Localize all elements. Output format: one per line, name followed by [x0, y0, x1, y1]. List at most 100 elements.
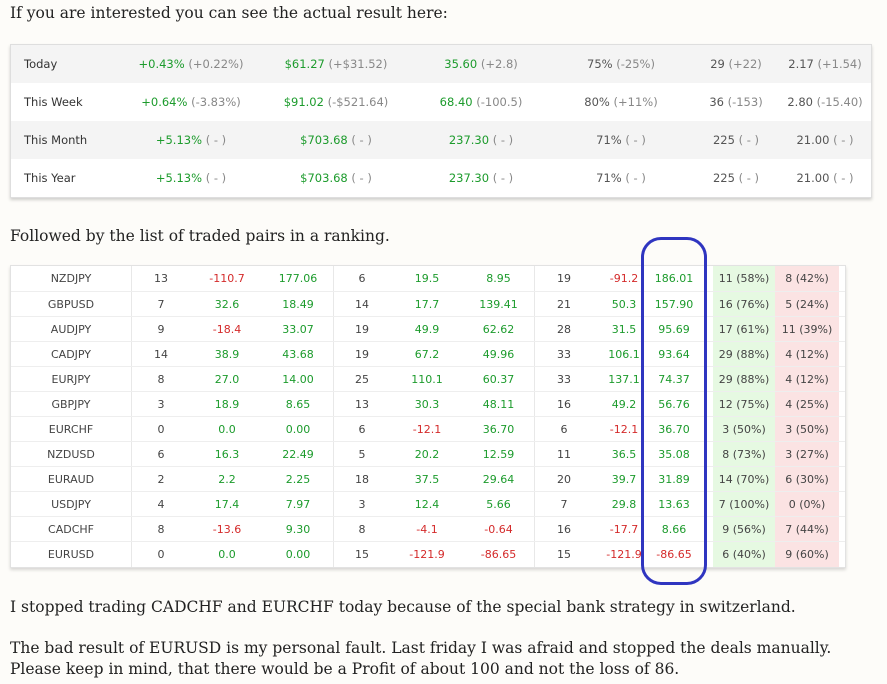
won-cell: 6 (40%) — [722, 548, 766, 561]
closing-text-3: Please keep in mind, that there would be… — [10, 660, 680, 678]
pips-delta: ( - ) — [492, 133, 514, 147]
c3-cell: 14.00 — [282, 373, 314, 386]
c4-cell: 19 — [355, 348, 369, 361]
trades-value: 225 — [712, 133, 735, 147]
c3-cell: 18.49 — [282, 298, 314, 311]
c7-cell: 20 — [557, 473, 571, 486]
pair-cell: EURUSD — [47, 548, 95, 561]
won-cell: 9 (56%) — [722, 523, 766, 536]
period-label: This Month — [24, 133, 88, 147]
lost-cell: 5 (24%) — [785, 298, 829, 311]
c3-cell: 2.25 — [285, 473, 311, 486]
table-row: GBPUSD 7 32.6 18.49 14 17.7 139.41 21 50.3 157.90… — [11, 291, 845, 317]
pips-cell: 68.40 (-100.5) — [411, 83, 551, 121]
c5-cell: 30.3 — [414, 398, 440, 411]
c6-cell: 62.62 — [482, 323, 515, 336]
pips-delta: (-100.5) — [476, 95, 523, 109]
c6-cell: 60.37 — [482, 373, 515, 386]
c2-cell: 27.0 — [214, 373, 240, 386]
profit-value: $61.27 — [284, 57, 325, 71]
c1-cell: 14 — [154, 348, 168, 361]
gain-delta: (+0.22%) — [188, 57, 244, 71]
trades-value: 225 — [712, 171, 735, 185]
won-cell: 12 (75%) — [718, 398, 770, 411]
win-delta: (-25%) — [616, 57, 655, 71]
c6-cell: 8.95 — [486, 272, 511, 285]
lost-cell: 7 (44%) — [785, 523, 829, 536]
c8-cell: 137.1 — [608, 373, 640, 386]
table-row: EURJPY 8 27.0 14.00 25 110.1 60.37 33 137.1 74.37… — [11, 366, 845, 392]
intro-text: If you are interested you can see the ac… — [10, 4, 448, 22]
profit-value: $703.68 — [300, 133, 348, 147]
lots-cell: 2.80 (-15.40) — [779, 83, 871, 121]
c4-cell: 18 — [355, 473, 369, 486]
c6-cell: 139.41 — [479, 298, 518, 311]
c3-cell: 177.06 — [278, 272, 318, 285]
summary-row: Today +0.43% (+0.22%) $61.27 (+$31.52) 35.6… — [11, 45, 871, 83]
c7-cell: 7 — [560, 498, 568, 511]
trades-cell: 29 (+22) — [691, 45, 781, 83]
lots-value: 21.00 — [796, 171, 830, 185]
lost-cell: 4 (12%) — [785, 373, 829, 386]
lots-delta: (-15.40) — [816, 95, 863, 109]
c2-cell: 0.0 — [218, 423, 236, 436]
c9-cell: 74.37 — [658, 373, 690, 386]
profit-cell: $703.68 ( - ) — [261, 121, 411, 159]
lost-cell: 11 (39%) — [781, 323, 833, 336]
profit-delta: ( - ) — [351, 171, 372, 185]
c2-cell: 18.9 — [214, 398, 240, 411]
lots-cell: 21.00 ( - ) — [779, 159, 871, 197]
c4-cell: 19 — [355, 323, 369, 336]
profit-delta: (+$31.52) — [328, 57, 388, 71]
c7-cell: 6 — [560, 423, 568, 436]
c9-cell: 8.66 — [661, 523, 687, 536]
profit-value: $91.02 — [283, 95, 324, 109]
won-cell: 8 (73%) — [722, 448, 766, 461]
c7-cell: 33 — [557, 373, 571, 386]
gain-delta: (-3.83%) — [191, 95, 241, 109]
c5-cell: -12.1 — [412, 423, 442, 436]
c1-cell: 8 — [157, 523, 165, 536]
lost-cell: 9 (60%) — [785, 548, 829, 561]
pips-cell: 237.30 ( - ) — [411, 159, 551, 197]
c2-cell: 38.9 — [214, 348, 240, 361]
lots-cell: 2.17 (+1.54) — [779, 45, 871, 83]
won-cell: 3 (50%) — [722, 423, 766, 436]
c8-cell: 106.1 — [608, 348, 640, 361]
win-cell: 75% (-25%) — [551, 45, 691, 83]
lost-cell: 4 (12%) — [785, 348, 829, 361]
trades-cell: 225 ( - ) — [691, 121, 781, 159]
table-row: EURCHF 0 0.0 0.00 6 -12.1 36.70 6 -12.1 36.70 3 (5… — [11, 416, 845, 442]
c5-cell: 20.2 — [414, 448, 440, 461]
table-row: USDJPY 4 17.4 7.97 3 12.4 5.66 7 29.8 13.63 7 (100… — [11, 491, 845, 517]
table-row: CADJPY 14 38.9 43.68 19 67.2 49.96 33 106.1 93.64… — [11, 341, 845, 367]
win-value: 71% — [596, 171, 622, 185]
c3-cell: 22.49 — [282, 448, 314, 461]
closing-text-2: The bad result of EURUSD is my personal … — [10, 639, 832, 657]
c7-cell: 19 — [557, 272, 571, 285]
c4-cell: 14 — [355, 298, 369, 311]
won-cell: 29 (88%) — [718, 373, 770, 386]
summary-row: This Year +5.13% ( - ) $703.68 ( - ) 237.30… — [11, 159, 871, 197]
c4-cell: 8 — [358, 523, 366, 536]
lost-cell: 0 (0%) — [788, 498, 826, 511]
c9-cell: 95.69 — [658, 323, 690, 336]
table-row: NZDUSD 6 16.3 22.49 5 20.2 12.59 11 36.5 35.08 8 (… — [11, 441, 845, 467]
c8-cell: -121.9 — [606, 548, 642, 561]
gain-cell: +5.13% ( - ) — [121, 159, 261, 197]
c4-cell: 6 — [358, 423, 366, 436]
c4-cell: 15 — [355, 548, 369, 561]
trades-cell: 225 ( - ) — [691, 159, 781, 197]
lots-delta: ( - ) — [833, 171, 854, 185]
c3-cell: 0.00 — [285, 423, 311, 436]
trades-cell: 36 (-153) — [691, 83, 781, 121]
c1-cell: 0 — [157, 423, 165, 436]
c1-cell: 9 — [157, 323, 165, 336]
table-row: EURAUD 2 2.2 2.25 18 37.5 29.64 20 39.7 31.89 14 (… — [11, 466, 845, 492]
win-value: 71% — [596, 133, 622, 147]
gain-value: +0.43% — [138, 57, 185, 71]
c8-cell: -17.7 — [609, 523, 639, 536]
c6-cell: 12.59 — [482, 448, 515, 461]
c7-cell: 28 — [557, 323, 571, 336]
c9-cell: -86.65 — [656, 548, 692, 561]
